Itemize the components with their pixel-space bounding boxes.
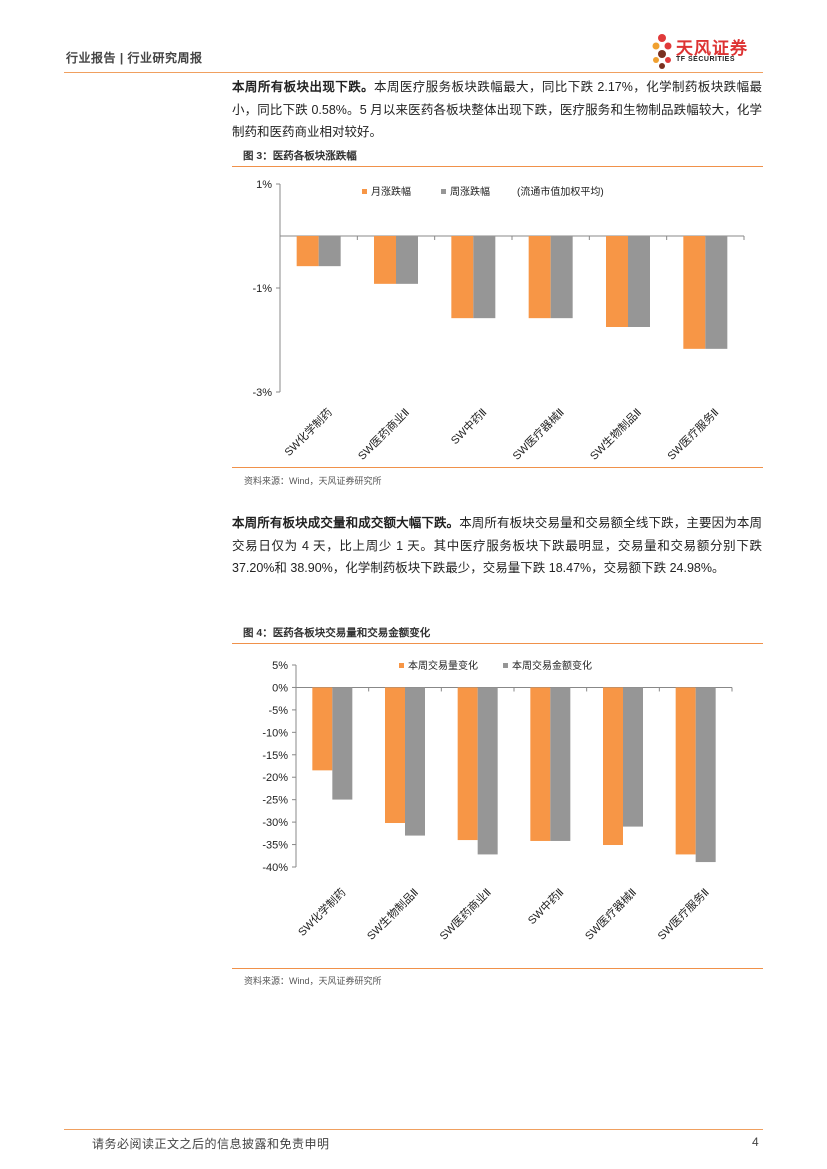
y-tick-label: -3% <box>252 387 272 399</box>
figure-4-source: 资料来源：Wind，天风证券研究所 <box>244 976 382 986</box>
y-tick-label: -35% <box>262 840 288 852</box>
company-logo-name: 天风证券 <box>676 39 748 58</box>
legend-swatch <box>441 189 446 194</box>
bar-orange <box>528 236 551 319</box>
y-tick-label: -1% <box>252 283 272 295</box>
bar-gray <box>550 687 571 841</box>
bar-gray <box>405 687 425 836</box>
bar-gray <box>550 236 573 319</box>
y-tick-label: 5% <box>272 660 288 672</box>
bar-gray <box>332 687 353 800</box>
legend-label: 本周交易金额变化 <box>512 659 592 672</box>
figure-3-bottom-rule <box>232 467 763 468</box>
legend-note: (流通市值加权平均) <box>517 185 604 198</box>
company-logo-icon <box>652 34 672 69</box>
footer-rule <box>64 1129 763 1130</box>
x-category-label: SW医药商业Ⅱ <box>436 885 493 942</box>
legend-label: 本周交易量变化 <box>408 659 478 672</box>
x-category-label: SW生物制品Ⅱ <box>587 405 644 462</box>
x-category-label: SW化学制药 <box>281 405 335 459</box>
bar-orange <box>312 687 333 771</box>
y-tick-label: -15% <box>262 750 288 762</box>
y-tick-label: -20% <box>262 772 288 784</box>
bar-orange <box>296 236 319 267</box>
bar-orange <box>385 687 405 824</box>
y-tick-label: -40% <box>262 862 288 874</box>
bar-orange <box>457 687 478 841</box>
legend-swatch <box>503 663 508 668</box>
bar-gray <box>396 236 418 284</box>
bar-orange <box>683 236 706 349</box>
x-category-label: SW医药商业Ⅱ <box>355 405 412 462</box>
y-tick-label: -10% <box>262 727 288 739</box>
bar-gray <box>705 236 728 349</box>
company-logo-sub: TF SECURITIES <box>676 56 736 63</box>
header-rule <box>64 72 763 73</box>
x-category-label: SW中药Ⅱ <box>525 886 566 927</box>
bar-orange <box>606 236 628 327</box>
figure-3-source: 资料来源：Wind，天风证券研究所 <box>244 476 382 486</box>
y-tick-label: 0% <box>272 682 288 694</box>
figure-3-chart: 1% -1% -3% SW化学制药 SW医药商业Ⅱ SW中药Ⅱ SW医疗器械Ⅱ SW生物制品Ⅱ… <box>252 179 745 463</box>
bar-gray <box>473 236 496 319</box>
figure-3-top-rule <box>232 166 763 167</box>
paragraph-1-lead: 本周所有板块出现下跌。 <box>232 80 375 94</box>
bar-gray <box>695 687 716 863</box>
legend-label: 月涨跌幅 <box>371 185 411 198</box>
figure-3-title: 图 3：医药各板块涨跌幅 <box>243 150 357 162</box>
y-tick-label: -5% <box>268 705 288 717</box>
bar-orange <box>530 687 551 841</box>
y-tick-label: 1% <box>256 179 272 191</box>
y-tick-label: -25% <box>262 795 288 807</box>
y-tick-label: -30% <box>262 817 288 829</box>
x-category-label: SW生物制品Ⅱ <box>364 885 421 942</box>
x-category-label: SW医疗服务Ⅱ <box>664 405 721 462</box>
footer-disclaimer: 请务必阅读正文之后的信息披露和免责申明 <box>92 1137 330 1151</box>
bar-gray <box>318 236 341 267</box>
paragraph-2-lead: 本周所有板块成交量和成交额大幅下跌。 <box>232 516 460 530</box>
x-category-label: SW医疗器械Ⅱ <box>582 885 639 942</box>
paragraph-2-body: 本周所有板块交易量和交易额全线下跌，主要因为本周交易日仅为 4 天，比上周少 1… <box>232 516 762 575</box>
x-category-label: SW中药Ⅱ <box>448 406 489 447</box>
bar-orange <box>451 236 474 319</box>
x-category-label: SW化学制药 <box>295 885 349 939</box>
legend-swatch <box>362 189 367 194</box>
legend-label: 周涨跌幅 <box>450 185 490 198</box>
paragraph-2: 本周所有板块成交量和成交额大幅下跌。本周所有板块交易量和交易额全线下跌，主要因为… <box>232 512 762 580</box>
legend-swatch <box>399 663 404 668</box>
bar-gray <box>623 687 643 827</box>
paragraph-1: 本周所有板块出现下跌。本周医疗服务板块跌幅最大，同比下跌 2.17%，化学制药板… <box>232 76 762 144</box>
bar-orange <box>675 687 696 855</box>
header-breadcrumb: 行业报告 | 行业研究周报 <box>66 51 203 65</box>
figure-4-top-rule <box>232 643 763 644</box>
page-number: 4 <box>752 1135 759 1149</box>
figure-4-title: 图 4：医药各板块交易量和交易金额变化 <box>243 627 431 639</box>
figure-4-chart: 5% 0% -5% -10% -15% -20% -25% -30% -35% -40% SW化学制… <box>262 659 733 943</box>
bar-orange <box>603 687 623 846</box>
x-category-label: SW医疗器械Ⅱ <box>509 405 566 462</box>
paragraph-1-body: 本周医疗服务板块跌幅最大，同比下跌 2.17%，化学制药板块跌幅最小，同比下跌 … <box>232 80 762 139</box>
figure-4-bottom-rule <box>232 968 763 969</box>
x-category-label: SW医疗服务Ⅱ <box>654 885 711 942</box>
bar-orange <box>374 236 396 284</box>
bar-gray <box>628 236 650 327</box>
bar-gray <box>477 687 498 855</box>
